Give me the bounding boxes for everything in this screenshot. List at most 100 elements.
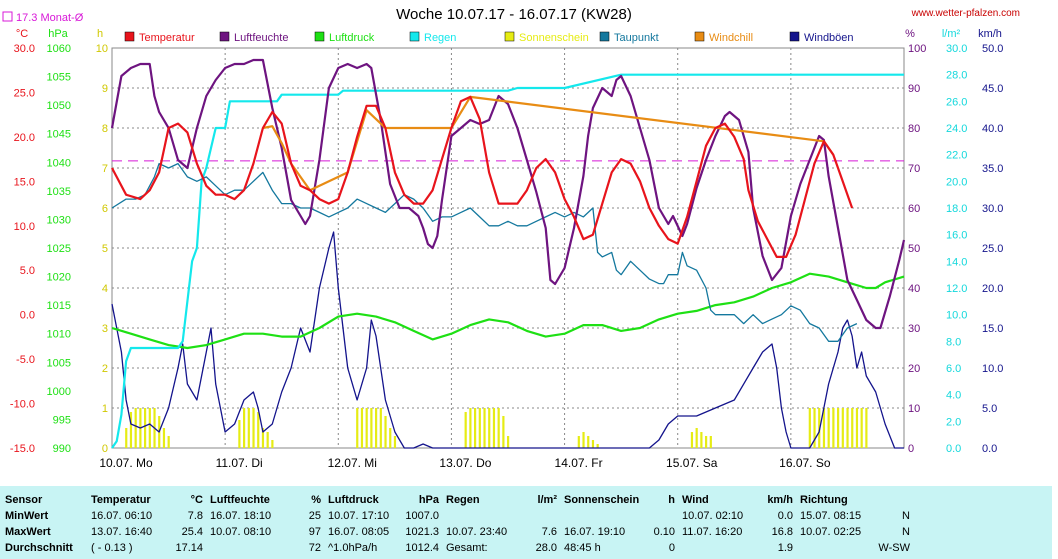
sunshine-bar xyxy=(167,436,170,448)
stats-cell-label: 10.07. 23:40 xyxy=(446,526,508,538)
axis-unit-rain: l/m² xyxy=(942,28,961,40)
stats-row: 48:45 h 0 xyxy=(564,540,675,556)
tick-label-wind: 10.0 xyxy=(982,363,1003,375)
stats-group: Temperatur °C 16.07. 06:10 7.8 13.07. 16:40 2… xyxy=(91,486,203,559)
stats-unit: l/m² xyxy=(537,494,557,506)
stats-cell-value: 0.10 xyxy=(653,526,675,538)
tick-label-humidity: 40 xyxy=(908,283,920,295)
legend-label: Luftdruck xyxy=(329,32,375,44)
stats-cell-label: 16.07. 18:10 xyxy=(210,510,272,522)
tick-label-rain: 0.0 xyxy=(946,443,961,455)
sunshine-bar xyxy=(360,408,364,448)
legend-swatch xyxy=(124,31,135,42)
tick-label-rain: 26.0 xyxy=(946,96,967,108)
tick-label-sun: 10 xyxy=(96,43,108,55)
stats-title: Temperatur xyxy=(91,494,151,506)
sunshine-bar xyxy=(846,408,849,448)
stats-row: ( - 0.13 ) 17.14 xyxy=(91,540,203,556)
tick-label-pressure: 1040 xyxy=(47,157,71,169)
stats-group: Sensor MinWert MaxWert Durchschnitt xyxy=(5,486,87,559)
sunshine-bar xyxy=(389,428,392,448)
axis-unit-sun: h xyxy=(97,28,103,40)
legend-label: Regen xyxy=(424,32,456,44)
stats-cell-value: 16.8 xyxy=(771,526,793,538)
legend-swatch xyxy=(504,31,515,42)
sunshine-bar xyxy=(257,412,260,448)
day-label: 16.07. So xyxy=(779,456,831,470)
sunshine-bar xyxy=(247,408,250,448)
sunshine-bar xyxy=(271,440,274,448)
stats-row: W-SW xyxy=(800,540,910,556)
tick-label-pressure: 1035 xyxy=(47,186,71,198)
stats-row: 72 xyxy=(210,540,321,556)
tick-label-sun: 8 xyxy=(102,123,108,135)
stats-title: Luftdruck xyxy=(328,494,379,506)
stats-group: Wind km/h 10.07. 02:10 0.0 11.07. 16:20 16.8 1… xyxy=(682,486,793,559)
tick-label-rain: 2.0 xyxy=(946,416,961,428)
tick-label-rain: 20.0 xyxy=(946,176,967,188)
tick-label-wind: 35.0 xyxy=(982,163,1003,175)
legend-label: Taupunkt xyxy=(614,32,659,44)
tick-label-humidity: 10 xyxy=(908,403,920,415)
legend: Temperatur Luftfeuchte Luftdruck Regen Sonne… xyxy=(124,31,854,44)
stats-cell-label: ^1.0hPa/h xyxy=(328,542,378,554)
stats-row: MaxWert xyxy=(5,524,87,540)
series-taupunkt xyxy=(111,162,858,342)
tick-label-temp: -10.0 xyxy=(10,399,35,411)
legend-label: Luftfeuchte xyxy=(234,32,288,44)
stats-cell-value: 7.8 xyxy=(187,510,203,522)
tick-label-wind: 40.0 xyxy=(982,123,1003,135)
stats-header: Wind km/h xyxy=(682,492,793,508)
sunshine-bar xyxy=(865,408,868,448)
sunshine-bar xyxy=(587,436,590,448)
sunshine-bar xyxy=(596,444,599,448)
stats-cell-label: Durchschnitt xyxy=(5,542,73,554)
stats-header: Regen l/m² xyxy=(446,492,557,508)
sunshine-bar xyxy=(690,432,694,448)
tick-label-sun: 2 xyxy=(102,363,108,375)
day-label: 10.07. Mo xyxy=(99,456,153,470)
sunshine-bar xyxy=(238,420,241,448)
legend-label: Windböen xyxy=(804,32,854,44)
stats-row: 1.9 xyxy=(682,540,793,556)
stats-cell-value: N xyxy=(902,526,910,538)
axis-unit-temp: °C xyxy=(16,28,28,40)
sunshine-bar xyxy=(478,408,481,448)
series-regen xyxy=(111,73,904,449)
stats-cell-value: 25.4 xyxy=(181,526,203,538)
stats-cell-value: N xyxy=(902,510,910,522)
stats-cell-value: 1.9 xyxy=(777,542,793,554)
tick-label-temp: 5.0 xyxy=(20,265,35,277)
tick-label-rain: 6.0 xyxy=(946,363,961,375)
sunshine-bar xyxy=(384,416,387,448)
sunshine-bar xyxy=(582,432,585,448)
sunshine-bar xyxy=(813,408,816,448)
stats-cell-label: MaxWert xyxy=(5,526,51,538)
stats-title: Regen xyxy=(446,494,480,506)
tick-label-pressure: 1050 xyxy=(47,100,71,112)
stats-row: MinWert xyxy=(5,508,87,524)
stats-cell-label: 48:45 h xyxy=(564,542,601,554)
sunshine-bar xyxy=(365,408,368,448)
sunshine-bar xyxy=(577,436,580,448)
legend-label: Temperatur xyxy=(139,32,195,44)
tick-label-pressure: 1045 xyxy=(47,129,71,141)
website-link[interactable]: www.wetter-pfalzen.com xyxy=(911,8,1020,19)
day-label: 12.07. Mi xyxy=(328,456,377,470)
stats-cell-value: 1012.4 xyxy=(405,542,439,554)
sunshine-bar xyxy=(705,436,708,448)
sunshine-bar xyxy=(148,408,151,448)
tick-label-humidity: 90 xyxy=(908,83,920,95)
sunshine-bar xyxy=(837,408,840,448)
sunshine-bar xyxy=(134,408,137,448)
stats-row: 16.07. 08:05 1021.3 xyxy=(328,524,439,540)
stats-title: Sensor xyxy=(5,494,43,506)
day-label: 13.07. Do xyxy=(439,456,491,470)
legend-swatch xyxy=(409,31,420,42)
sunshine-bar xyxy=(125,428,128,448)
series-lines xyxy=(110,58,906,449)
tick-label-temp: 20.0 xyxy=(14,132,35,144)
tick-label-temp: -15.0 xyxy=(10,443,35,455)
stats-cell-value: 1007.0 xyxy=(405,510,439,522)
tick-label-wind: 20.0 xyxy=(982,283,1003,295)
